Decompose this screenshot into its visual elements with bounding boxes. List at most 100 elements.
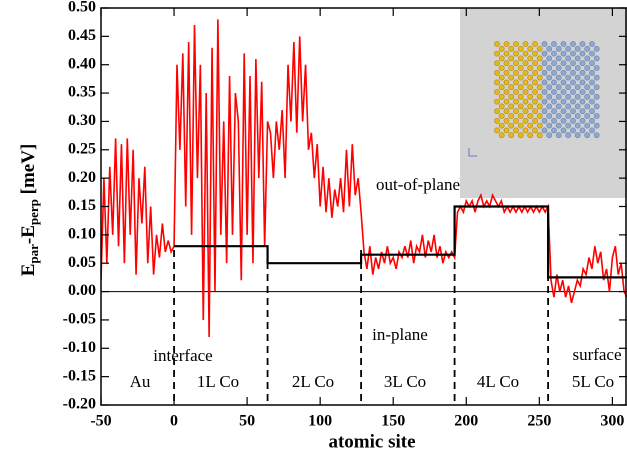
inset-atom xyxy=(570,117,576,124)
inset-atom xyxy=(513,50,519,57)
inset-atom xyxy=(546,103,553,110)
inset-atom xyxy=(522,108,529,115)
inset-atom xyxy=(593,74,600,81)
inset-atom xyxy=(517,65,524,71)
inset-atom xyxy=(517,55,524,62)
inset-atom xyxy=(555,74,562,81)
inset-atom xyxy=(574,74,581,81)
inset-atom xyxy=(532,108,538,115)
y-tick-label: 0.15 xyxy=(68,197,96,214)
inset-atom xyxy=(546,74,553,81)
series-line xyxy=(101,19,627,337)
inset-atom xyxy=(532,79,538,86)
inset-atom xyxy=(532,127,538,134)
y-tick-label: 0.35 xyxy=(68,84,96,101)
inset-atom xyxy=(536,103,543,110)
inset-atom xyxy=(503,50,510,57)
inset-atom xyxy=(551,98,557,105)
inset-atom xyxy=(517,103,524,110)
inset-atom xyxy=(532,69,538,76)
inset-atom xyxy=(589,108,595,115)
inset-atom xyxy=(498,93,505,100)
inset-atom xyxy=(560,127,567,134)
inset-atom xyxy=(593,93,600,100)
inset-atom xyxy=(541,60,548,67)
y-tick-label: -0.15 xyxy=(63,367,96,384)
inset-atom xyxy=(551,89,557,95)
annotation: surface xyxy=(572,345,621,364)
inset-atom xyxy=(517,93,524,100)
inset-atom xyxy=(551,50,557,57)
inset-atom xyxy=(565,74,572,81)
inset-atom xyxy=(522,89,529,95)
inset-atom xyxy=(589,79,595,86)
inset-atom xyxy=(584,55,591,62)
inset-atom xyxy=(508,55,515,62)
inset-atom xyxy=(498,45,505,52)
inset-atom xyxy=(579,60,586,67)
inset-atom xyxy=(560,50,567,57)
inset-atom xyxy=(513,117,519,124)
inset-atom xyxy=(546,84,553,91)
inset-atom xyxy=(565,84,572,91)
inset-atom xyxy=(574,55,581,62)
inset-atom xyxy=(570,108,576,115)
inset-atom xyxy=(517,132,524,139)
inset-atom xyxy=(503,108,510,115)
inset-atom xyxy=(494,127,500,134)
inset-atom xyxy=(503,98,510,105)
inset-atom xyxy=(584,45,591,52)
inset-atom xyxy=(579,127,586,134)
inset-atom xyxy=(555,113,562,119)
inset-atom xyxy=(532,50,538,57)
region-label: 5L Co xyxy=(572,372,614,391)
inset-atom xyxy=(508,132,515,139)
inset-atom xyxy=(555,45,562,52)
inset-atom xyxy=(589,50,595,57)
inset-atom xyxy=(498,55,505,62)
inset-atom xyxy=(546,132,553,139)
plot-frame xyxy=(100,7,627,406)
inset-atom xyxy=(551,127,557,134)
inset-atom xyxy=(541,108,548,115)
inset-atom xyxy=(541,89,548,95)
inset-atom xyxy=(593,84,600,91)
inset-atom xyxy=(579,41,586,47)
region-label: 2L Co xyxy=(292,372,334,391)
inset-atom xyxy=(579,69,586,76)
inset-atom xyxy=(494,60,500,67)
inset-atom xyxy=(508,103,515,110)
inset-atom xyxy=(560,60,567,67)
inset-atom xyxy=(508,74,515,81)
inset-atom xyxy=(589,60,595,67)
inset-atom xyxy=(527,65,534,71)
y-label-part: [meV] xyxy=(18,144,39,199)
inset-atom xyxy=(517,122,524,129)
y-tick-label: -0.10 xyxy=(63,339,96,356)
inset-atom xyxy=(494,69,500,76)
inset-atom xyxy=(593,122,600,129)
inset xyxy=(460,8,627,198)
x-tick-label: 300 xyxy=(600,413,624,430)
inset-atom xyxy=(546,113,553,119)
inset-atom xyxy=(503,127,510,134)
inset-atom xyxy=(503,69,510,76)
inset-atom xyxy=(498,132,505,139)
inset-atom xyxy=(541,127,548,134)
inset-atom xyxy=(579,79,586,86)
inset-atom xyxy=(494,117,500,124)
inset-atom xyxy=(589,89,595,95)
inset-atom xyxy=(584,103,591,110)
region-label: 1L Co xyxy=(197,372,239,391)
inset-atom xyxy=(527,93,534,100)
inset-atom xyxy=(522,98,529,105)
inset-atom xyxy=(536,74,543,81)
inset-atom xyxy=(593,55,600,62)
y-tick-label: 0.25 xyxy=(68,140,96,157)
inset-atom xyxy=(541,79,548,86)
inset-atom xyxy=(498,84,505,91)
inset-atom xyxy=(560,98,567,105)
inset-atom xyxy=(584,84,591,91)
inset-atom xyxy=(522,50,529,57)
